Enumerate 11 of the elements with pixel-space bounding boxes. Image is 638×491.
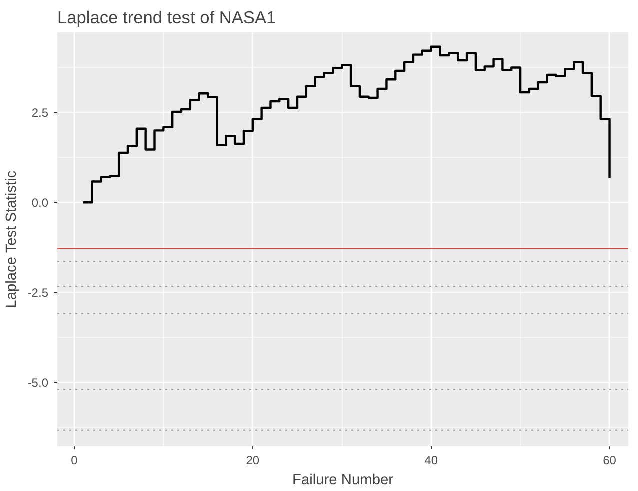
y-tick-label: -2.5 xyxy=(28,286,49,300)
x-tick-label: 0 xyxy=(71,454,78,468)
x-tick-label: 40 xyxy=(424,454,438,468)
x-axis-title: Failure Number xyxy=(292,472,394,488)
x-tick-label: 20 xyxy=(246,454,260,468)
y-tick-label: -5.0 xyxy=(28,376,49,390)
y-tick-label: 0.0 xyxy=(32,196,49,210)
y-tick-label: 2.5 xyxy=(32,106,49,120)
x-tick-label: 60 xyxy=(603,454,617,468)
chart-title: Laplace trend test of NASA1 xyxy=(58,8,276,28)
y-axis-title: Laplace Test Statistic xyxy=(4,170,20,308)
